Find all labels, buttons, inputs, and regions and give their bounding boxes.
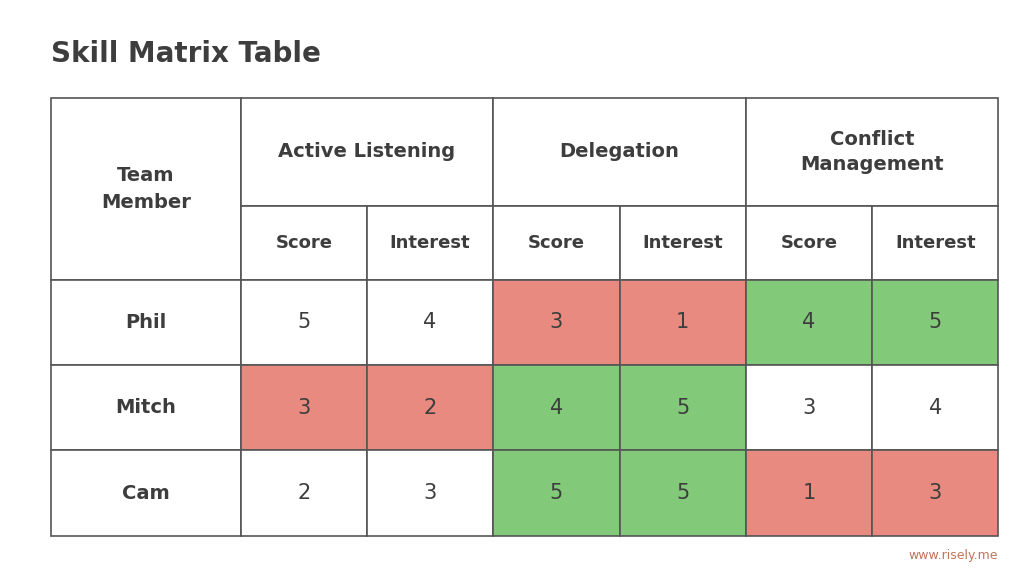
Bar	[745, 206, 872, 280]
Bar	[51, 450, 241, 536]
Text: www.risely.me: www.risely.me	[909, 548, 998, 562]
Bar	[241, 280, 367, 365]
Text: Delegation: Delegation	[559, 142, 680, 161]
Bar	[241, 98, 494, 206]
Bar	[367, 206, 494, 280]
Text: 2: 2	[424, 398, 436, 418]
Bar	[494, 450, 620, 536]
Bar	[620, 365, 745, 450]
Text: 3: 3	[424, 483, 436, 503]
Text: Team
Member: Team Member	[101, 166, 190, 211]
Bar	[51, 98, 241, 280]
Bar	[241, 450, 367, 536]
Text: Phil: Phil	[125, 313, 167, 332]
Text: 5: 5	[676, 483, 689, 503]
Text: Interest: Interest	[895, 234, 976, 252]
Text: 4: 4	[424, 313, 436, 332]
Text: Interest: Interest	[390, 234, 470, 252]
Bar	[872, 280, 998, 365]
Bar	[51, 365, 241, 450]
Text: Skill Matrix Table: Skill Matrix Table	[51, 40, 322, 69]
Text: 1: 1	[803, 483, 815, 503]
Bar	[872, 206, 998, 280]
Bar	[745, 98, 998, 206]
Text: 4: 4	[929, 398, 942, 418]
Bar	[241, 206, 367, 280]
Text: Score: Score	[780, 234, 838, 252]
Bar	[367, 280, 494, 365]
Bar	[494, 206, 620, 280]
Text: 2: 2	[297, 483, 310, 503]
Bar	[241, 365, 367, 450]
Text: Conflict
Management: Conflict Management	[801, 130, 944, 174]
Text: 3: 3	[550, 313, 563, 332]
Text: Score: Score	[275, 234, 332, 252]
Text: Interest: Interest	[642, 234, 723, 252]
Bar	[620, 450, 745, 536]
Text: 5: 5	[676, 398, 689, 418]
Bar	[872, 450, 998, 536]
Bar	[745, 280, 872, 365]
Bar	[745, 365, 872, 450]
Text: Score: Score	[528, 234, 585, 252]
Text: 5: 5	[297, 313, 310, 332]
Text: 4: 4	[803, 313, 815, 332]
Bar	[51, 280, 241, 365]
Text: Active Listening: Active Listening	[279, 142, 456, 161]
Text: Cam: Cam	[122, 483, 170, 502]
Text: 4: 4	[550, 398, 563, 418]
Bar	[620, 206, 745, 280]
Text: 5: 5	[550, 483, 563, 503]
Bar	[494, 280, 620, 365]
Text: Mitch: Mitch	[116, 398, 176, 417]
Text: 5: 5	[929, 313, 942, 332]
Bar	[745, 450, 872, 536]
Bar	[620, 280, 745, 365]
Bar	[367, 365, 494, 450]
Bar	[494, 98, 745, 206]
Text: 3: 3	[803, 398, 815, 418]
Bar	[367, 450, 494, 536]
Text: 3: 3	[297, 398, 310, 418]
Bar	[494, 365, 620, 450]
Text: 3: 3	[929, 483, 942, 503]
Bar	[872, 365, 998, 450]
Text: 1: 1	[676, 313, 689, 332]
